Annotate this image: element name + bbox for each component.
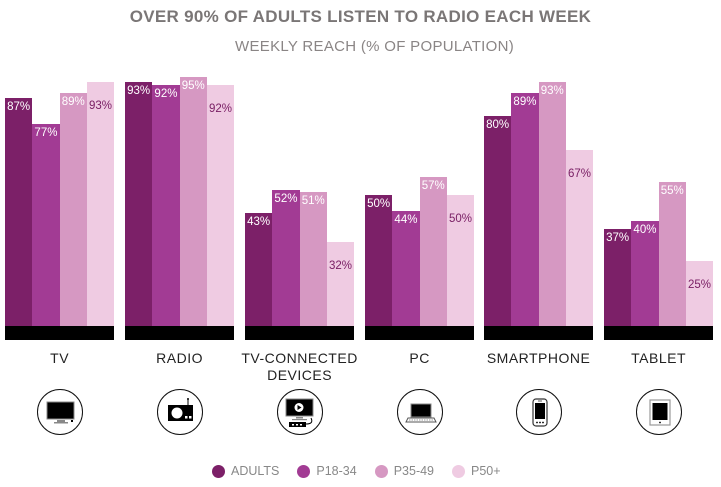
baseline-bar [125, 326, 235, 340]
baseline-bar [245, 326, 355, 340]
bar-value-label: 25% [688, 278, 712, 291]
tv-icon [36, 389, 83, 435]
bar-value-label: 50% [367, 198, 391, 210]
chart-subtitle: WEEKLY REACH (% OF POPULATION) [235, 38, 515, 55]
bar-value-label: 43% [247, 216, 271, 229]
category-label-line1: SMARTPHONE [486, 350, 591, 366]
legend-item-p18-34: P18-34 [297, 464, 357, 478]
category-label-line1: PC [409, 350, 430, 366]
bar-value-label: 93% [540, 85, 564, 98]
bar-value-label: 67% [568, 168, 592, 181]
bar-value-label: 92% [154, 87, 178, 100]
laptop-icon [396, 389, 443, 435]
bar-value-label: 92% [209, 102, 233, 115]
category-label-line1: TV-CONNECTED [241, 350, 358, 366]
bar-p18-34: 40% [631, 221, 659, 326]
category-label-line2: DEVICES [267, 367, 333, 383]
bar-value-label: 51% [301, 195, 325, 208]
legend: ADULTS P18-34 P35-49 P50+ [212, 464, 519, 478]
bar-value-label: 89% [513, 95, 537, 108]
bar-value-label: 50% [449, 213, 473, 225]
bar-value-label: 37% [606, 232, 630, 245]
baseline-bar [484, 326, 594, 340]
tablet-icon [635, 389, 682, 435]
bar-p35-49: 93% [538, 82, 566, 326]
bar-value-label: 93% [127, 85, 151, 98]
bar-value-label: 95% [181, 80, 205, 93]
baseline-bar [365, 326, 475, 340]
legend-item-p35-49: P35-49 [374, 464, 434, 478]
bar-p35-49: 51% [299, 192, 327, 326]
legend-item-adults: ADULTS [212, 464, 279, 478]
bar-p35-49: 89% [59, 92, 87, 326]
category-label-line1: TV [50, 350, 70, 366]
baseline-bar [604, 326, 714, 340]
bar-group-tv: 87% 77% 89% 93% [5, 0, 115, 340]
bar-p18-34: 89% [511, 92, 539, 326]
bar-adults: 37% [604, 229, 632, 326]
bar-adults: 93% [125, 82, 153, 326]
bar-group-radio: 93% 92% 95% 92% [125, 0, 235, 340]
legend-dot [297, 464, 311, 478]
bar-p18-34: 77% [32, 124, 60, 326]
bar-p50plus: 25% [685, 260, 714, 326]
category-label: TV [0, 350, 124, 367]
bar-value-label: 89% [61, 95, 85, 108]
bar-value-label: 55% [660, 184, 684, 197]
bar-value-label: 57% [421, 179, 445, 192]
bar-group-tablet: 37% 40% 55% 25% [604, 0, 714, 340]
bar-value-label: 40% [633, 224, 657, 237]
bar-p50plus: 92% [206, 84, 235, 326]
category-label: TABLET [594, 350, 721, 367]
baseline-bar [5, 326, 115, 340]
bar-adults: 87% [5, 98, 33, 326]
bar-value-label: 52% [274, 192, 298, 205]
legend-dot [452, 464, 466, 478]
bar-p50plus: 67% [565, 150, 594, 326]
category-label: SMARTPHONE [474, 350, 603, 367]
bar-adults: 43% [245, 213, 273, 326]
category-label-line1: RADIO [156, 350, 204, 366]
bar-value-label: 80% [486, 119, 510, 132]
chart-title: OVER 90% OF ADULTS LISTEN TO RADIO EACH … [129, 7, 592, 26]
bar-value-label: 44% [394, 213, 418, 226]
bar-value-label: 32% [329, 260, 353, 273]
bar-p35-49: 57% [419, 176, 447, 326]
radio-icon [156, 389, 203, 435]
category-label-line1: TABLET [631, 350, 687, 366]
category-label: TV-CONNECTED DEVICES [235, 350, 364, 384]
category-label: RADIO [115, 350, 244, 367]
bar-p18-34: 52% [272, 189, 300, 326]
tv-connected-device-icon [276, 389, 323, 435]
bar-adults: 80% [484, 116, 512, 326]
bar-p50plus: 32% [326, 242, 355, 326]
bar-adults: 50% [365, 195, 393, 326]
bar-p18-34: 92% [152, 84, 180, 326]
bar-p35-49: 95% [179, 77, 207, 326]
legend-dot [374, 464, 388, 478]
legend-item-p50plus: P50+ [452, 464, 501, 478]
bar-group-pc: 50% 44% 57% 50% [365, 0, 475, 340]
bar-value-label: 77% [34, 127, 58, 140]
legend-dot [212, 464, 225, 478]
bar-p18-34: 44% [392, 210, 420, 326]
category-label: PC [355, 350, 484, 367]
bar-p50plus: 93% [86, 82, 115, 326]
bar-p35-49: 55% [658, 181, 686, 326]
bar-group-smartphone: 80% 89% 93% 67% [484, 0, 594, 340]
bar-value-label: 87% [7, 101, 31, 114]
bar-value-label: 93% [89, 100, 113, 113]
smartphone-icon [515, 389, 562, 435]
bar-p50plus: 50% [446, 195, 475, 326]
bar-group-tv-connected: 43% 52% 51% 32% [245, 0, 355, 340]
